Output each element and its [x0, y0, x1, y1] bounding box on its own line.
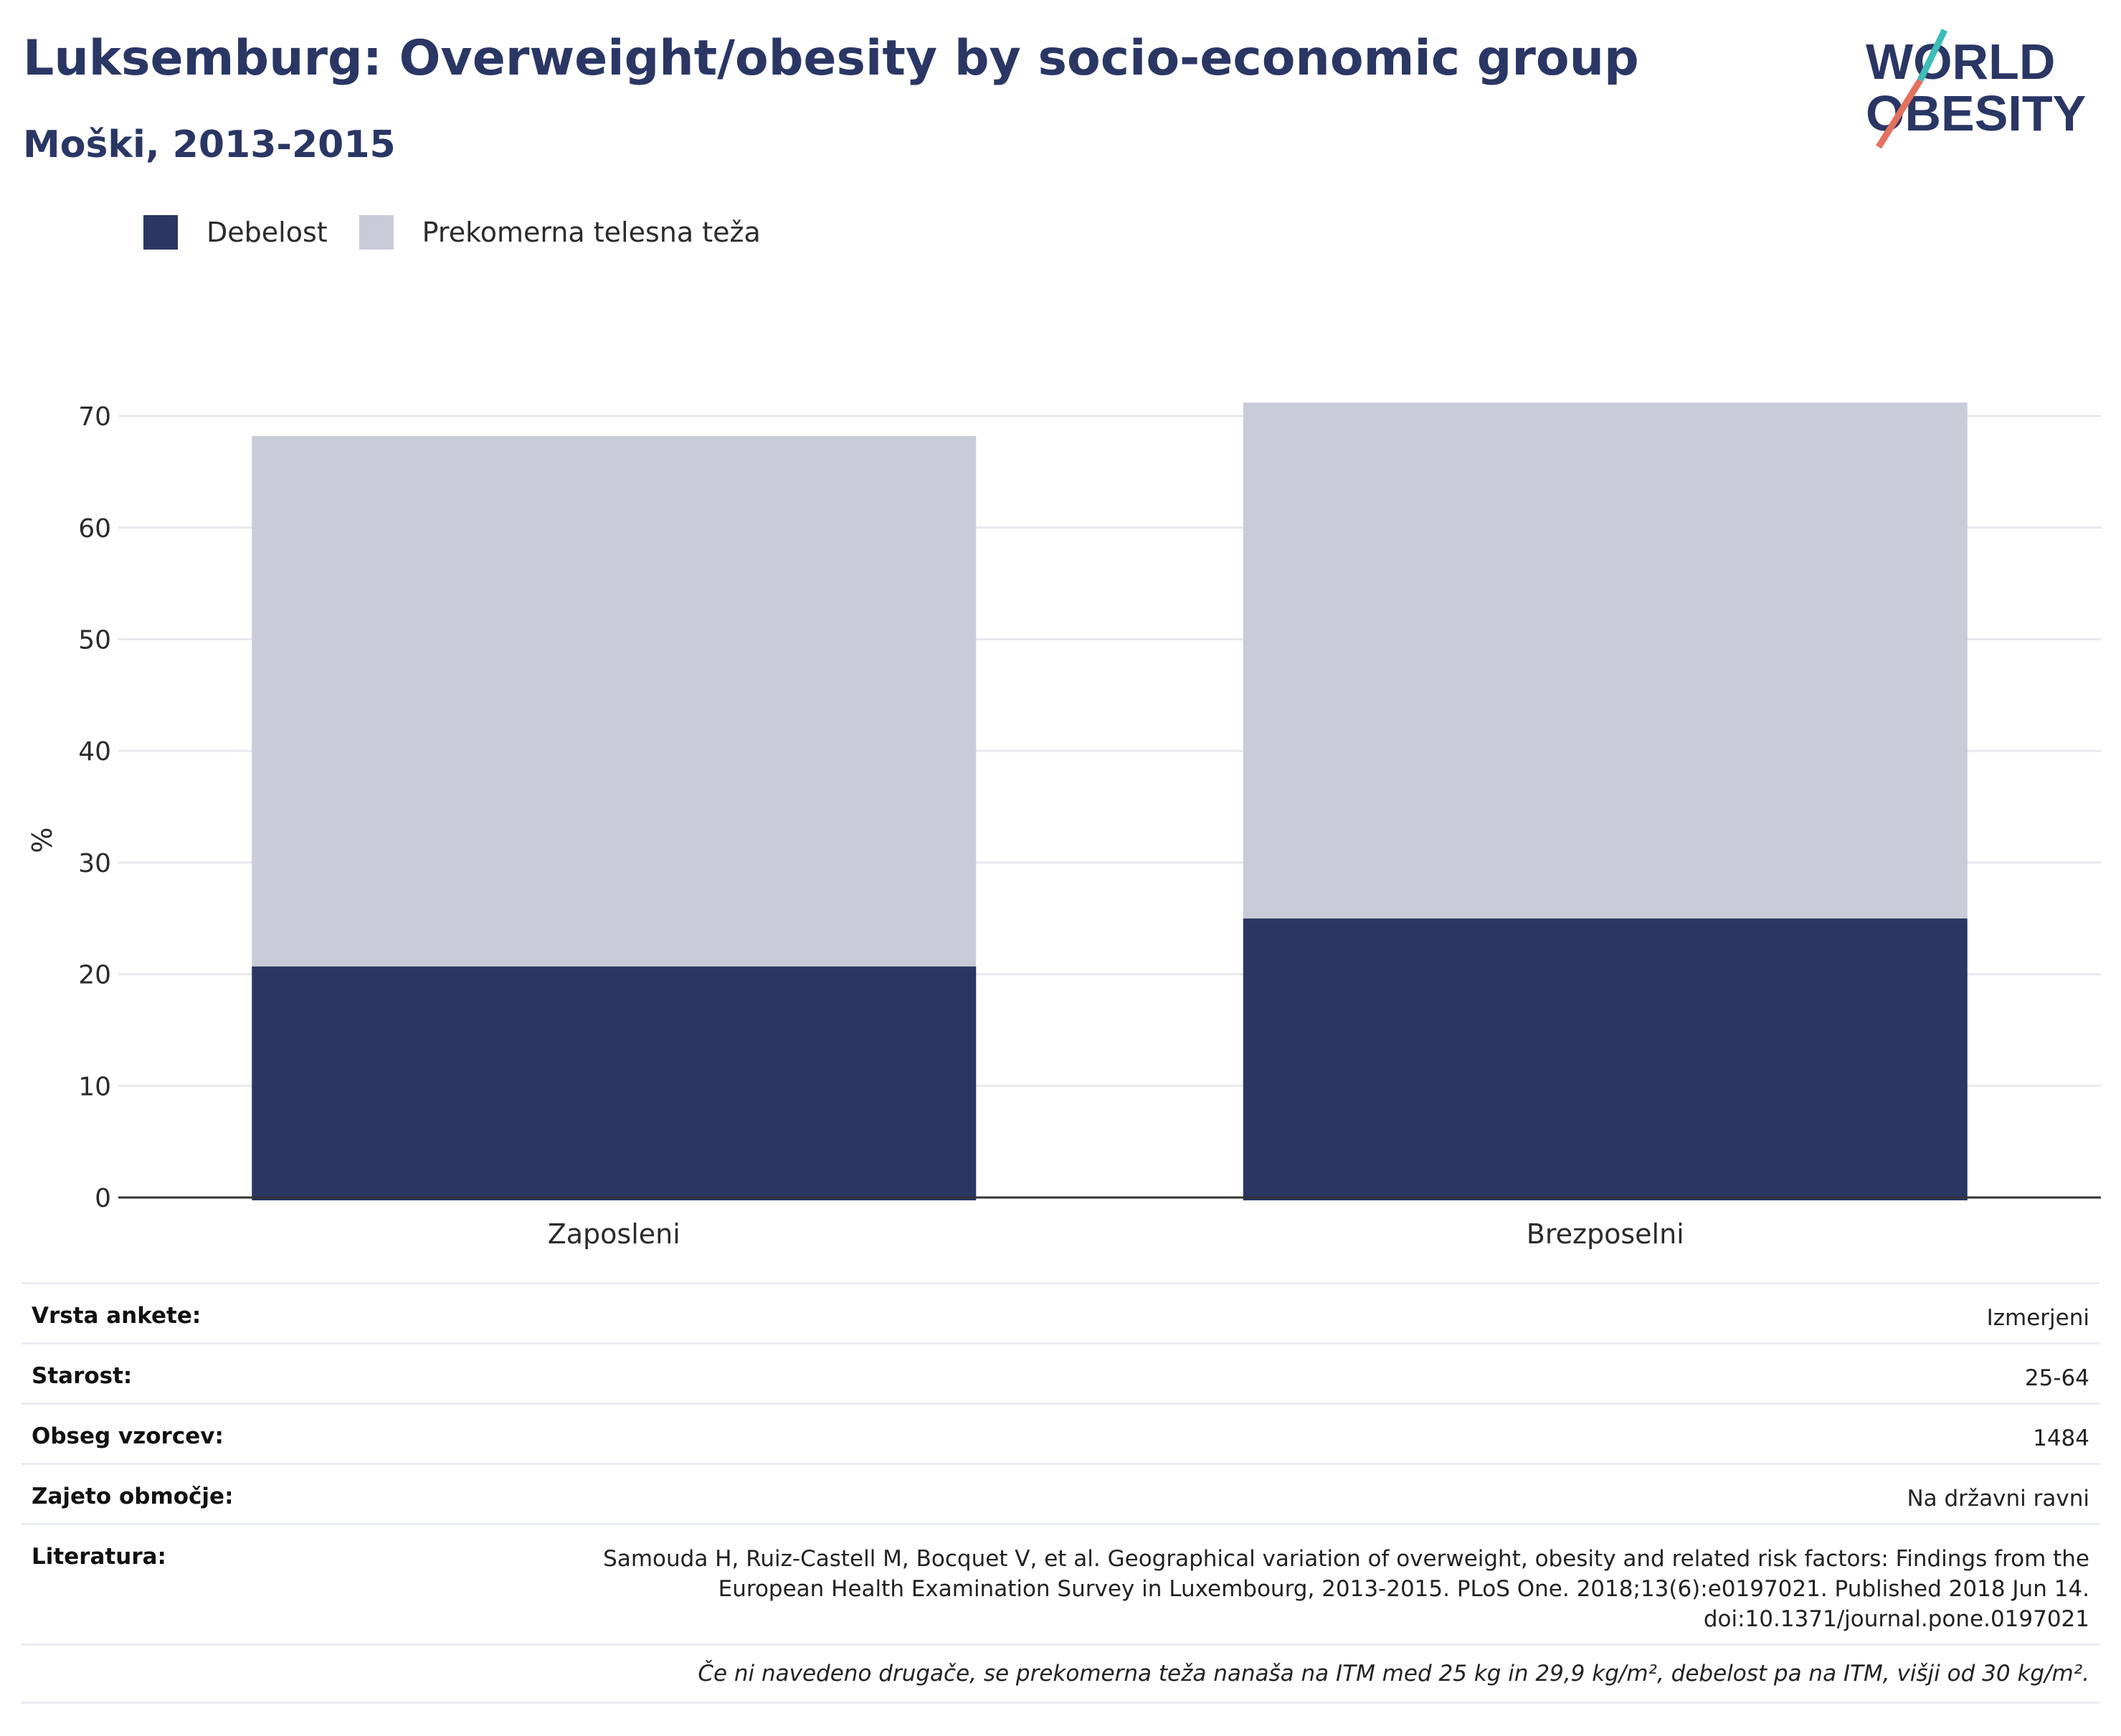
legend-item-overweight[interactable]: Prekomerna telesna teža	[359, 215, 761, 250]
y-tick-label: 70	[78, 402, 111, 432]
world-obesity-logo: WORLD OBESITY	[1866, 29, 2086, 149]
y-axis-label: %	[27, 827, 58, 853]
bar-obesity-1	[252, 966, 977, 1200]
x-tick-label: Zaposleni	[548, 1218, 680, 1250]
info-value: 25-64	[2024, 1365, 2089, 1391]
legend-swatch-overweight	[359, 215, 394, 250]
info-row-reference: Literatura: Samouda H, Ruiz-Castell M, B…	[22, 1523, 2099, 1643]
legend-swatch-obesity	[143, 215, 178, 250]
info-row-survey-type: Vrsta ankete: Izmerjeni	[22, 1282, 2099, 1342]
y-tick-label: 40	[78, 737, 111, 767]
x-tick-label: Brezposelni	[1527, 1218, 1684, 1250]
footnote-row: Če ni navedeno drugače, se prekomerna te…	[22, 1643, 2099, 1704]
legend: Debelost Prekomerna telesna teža	[143, 214, 792, 251]
bar-overweight-2	[1243, 402, 1968, 919]
y-tick-label: 30	[78, 849, 111, 878]
y-tick-label: 20	[78, 961, 111, 990]
footnote: Če ni navedeno drugače, se prekomerna te…	[698, 1661, 2089, 1687]
chart-title: Luksemburg: Overweight/obesity by socio-…	[23, 30, 1639, 87]
logo-slash-teal	[1917, 29, 1948, 82]
stacked-bar-chart: 0 10 20 30 40 50 60 70% Zaposleni Brezposelni	[27, 402, 2101, 1250]
legend-label-overweight: Prekomerna telesna teža	[422, 217, 761, 248]
info-row-age: Starost: 25-64	[22, 1342, 2099, 1403]
info-value: 1484	[2033, 1426, 2089, 1451]
info-table: Vrsta ankete: Izmerjeni Starost: 25-64 O…	[22, 1282, 2099, 1704]
reference-text: Samouda H, Ruiz-Castell M, Bocquet V, et…	[603, 1546, 2089, 1632]
info-row-coverage: Zajeto območje: Na državni ravni	[22, 1463, 2099, 1523]
logo-slash-coral	[1876, 78, 1923, 149]
legend-item-obesity[interactable]: Debelost	[143, 215, 328, 250]
info-label: Starost:	[32, 1363, 133, 1389]
logo-line1: WORLD	[1866, 34, 2055, 90]
info-label: Literatura:	[32, 1544, 166, 1570]
bar-overweight-1	[252, 436, 977, 967]
y-tick-label: 50	[78, 626, 111, 655]
info-label: Vrsta ankete:	[32, 1303, 201, 1329]
y-tick-label: 0	[95, 1184, 111, 1213]
y-tick-label: 60	[78, 514, 111, 544]
info-value: Na državni ravni	[1907, 1486, 2089, 1512]
y-tick-label: 10	[78, 1072, 111, 1101]
chart-subtitle: Moški, 2013-2015	[23, 123, 396, 166]
info-row-sample-size: Obseg vzorcev: 1484	[22, 1403, 2099, 1463]
info-value: Izmerjeni	[1986, 1305, 2089, 1331]
bar-obesity-2	[1243, 918, 1968, 1200]
info-label: Obseg vzorcev:	[32, 1423, 224, 1449]
info-label: Zajeto območje:	[32, 1484, 234, 1509]
legend-label-obesity: Debelost	[207, 217, 328, 248]
